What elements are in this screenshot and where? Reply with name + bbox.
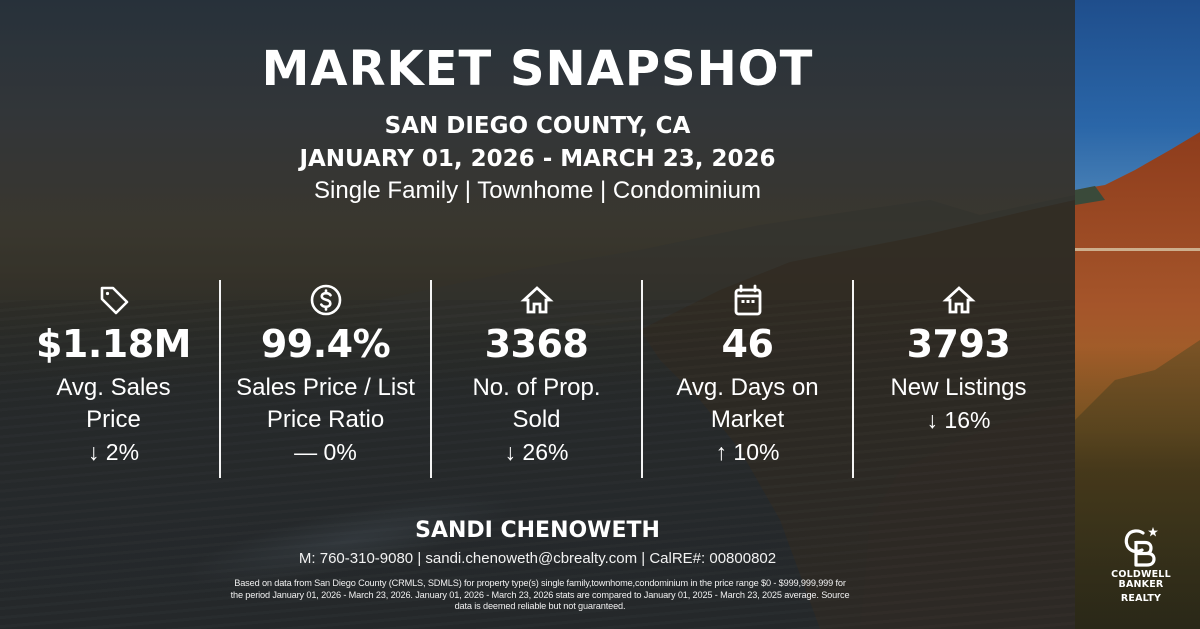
stat-change: ↑ 10%: [715, 439, 780, 465]
cb-monogram-icon: [1124, 527, 1158, 567]
logo-line-1: COLDWELL: [1111, 569, 1171, 580]
stat-change: ↓ 2%: [87, 439, 140, 465]
stat-value: 46: [721, 322, 774, 366]
stats-row: $1.18M Avg. Sales Price ↓ 2% 99.4% Sales…: [8, 280, 1068, 478]
stat-label: New Listings: [890, 374, 1027, 401]
stat-change: ↓ 16%: [926, 407, 991, 433]
stat-label: Avg. Days on Market: [676, 374, 819, 433]
stat-value: $1.18M: [35, 322, 192, 366]
price-tag-icon: [96, 282, 132, 318]
photo-strip: [1075, 0, 1200, 629]
stat-value: 3793: [906, 322, 1011, 366]
dollar-circle-icon: [308, 282, 344, 318]
logo-line-3: REALTY: [1120, 593, 1162, 604]
house-icon: [941, 282, 977, 318]
logo-line-2: BANKER: [1118, 579, 1164, 590]
agent-name: SANDI CHENOWETH: [415, 518, 660, 543]
stat-change: ↓ 26%: [504, 439, 569, 465]
coldwell-banker-logo: COLDWELL BANKER REALTY: [1100, 525, 1182, 615]
house-icon: [519, 282, 555, 318]
stat-label: Avg. Sales Price: [56, 374, 171, 433]
stat-days-on-market: 46 Avg. Days on Market ↑ 10%: [641, 280, 852, 478]
stat-change: — 0%: [294, 439, 357, 465]
stat-value: 3368: [484, 322, 589, 366]
stat-label: No. of Prop. Sold: [472, 374, 601, 433]
disclaimer: Based on data from San Diego County (CRM…: [230, 578, 850, 611]
background-sea: [0, 300, 1200, 629]
stat-new-listings: 3793 New Listings ↓ 16%: [852, 280, 1063, 478]
stat-avg-sales-price: $1.18M Avg. Sales Price ↓ 2%: [8, 280, 219, 478]
stat-properties-sold: 3368 No. of Prop. Sold ↓ 26%: [430, 280, 641, 478]
agent-contact: M: 760-310-9080 | sandi.chenoweth@cbreal…: [298, 550, 777, 567]
stat-sale-to-list-ratio: 99.4% Sales Price / List Price Ratio — 0…: [219, 280, 430, 478]
stat-value: 99.4%: [260, 322, 391, 366]
dark-overlay: [0, 0, 1075, 629]
location-subtitle: SAN DIEGO COUNTY, CA: [384, 113, 691, 139]
date-range: JANUARY 01, 2026 - MARCH 23, 2026: [299, 146, 776, 172]
stat-label: Sales Price / List Price Ratio: [236, 374, 415, 433]
page-title: MARKET SNAPSHOT: [261, 41, 814, 97]
property-types: Single Family | Townhome | Condominium: [314, 177, 761, 204]
calendar-icon: [730, 282, 766, 318]
